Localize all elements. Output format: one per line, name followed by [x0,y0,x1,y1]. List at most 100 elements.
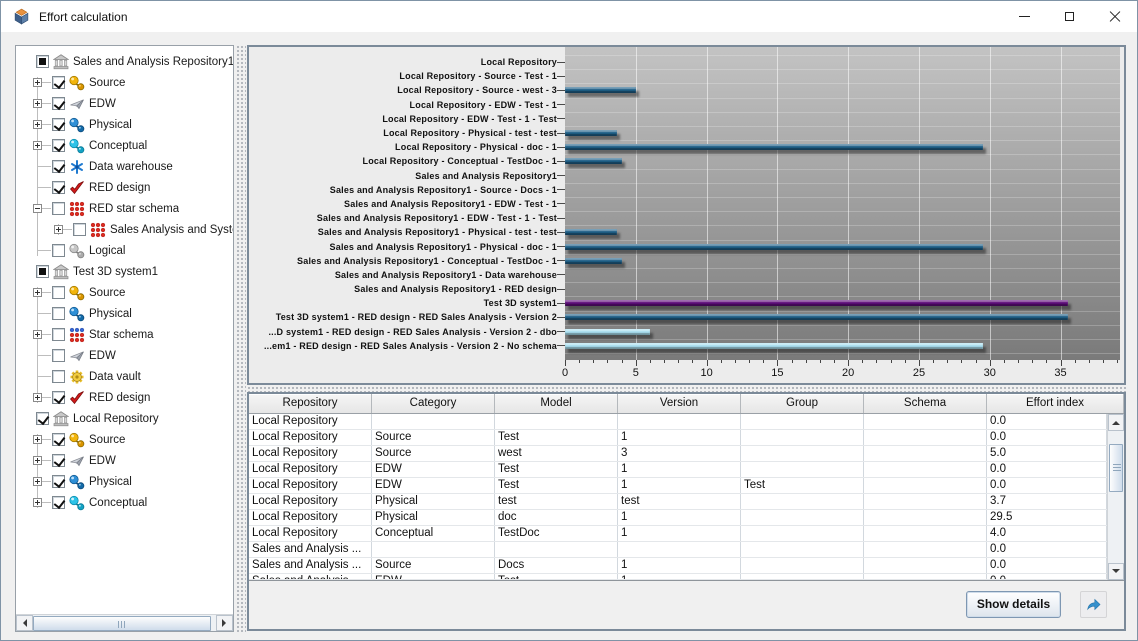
column-header-category[interactable]: Category [372,394,495,413]
column-header-repository[interactable]: Repository [249,394,372,413]
tree-checkbox[interactable] [52,160,65,173]
expand-icon[interactable] [33,456,42,465]
tree-item[interactable]: EDW [16,450,233,471]
scrollbar-thumb[interactable] [33,616,211,631]
tree-checkbox[interactable] [36,265,49,278]
tree-checkbox[interactable] [36,55,49,68]
tree-item[interactable]: EDW [16,345,233,366]
close-button[interactable] [1092,1,1137,32]
column-header-effort-index[interactable]: Effort index [987,394,1124,413]
x-axis-tick-label: 15 [771,367,784,379]
tree-checkbox[interactable] [52,181,65,194]
tree-item[interactable]: EDW [16,93,233,114]
horizontal-splitter[interactable] [247,386,1126,392]
tree-checkbox[interactable] [52,76,65,89]
tree-checkbox[interactable] [52,97,65,110]
tree-item[interactable]: Source [16,72,233,93]
table-row[interactable]: Local Repository Physical doc 1 29.5 [249,510,1107,526]
expand-icon[interactable] [54,225,63,234]
tree-checkbox[interactable] [52,391,65,404]
tree-checkbox[interactable] [52,433,65,446]
expand-icon[interactable] [33,393,42,402]
table-row[interactable]: Sales and Analysis ... 0.0 [249,542,1107,558]
row-separator [565,111,1120,113]
red-design-icon [69,180,85,196]
expand-icon[interactable] [33,498,42,507]
table-row[interactable]: Local Repository EDW Test 1 Test 0.0 [249,478,1107,494]
tree-item[interactable]: Conceptual [16,492,233,513]
tree-checkbox[interactable] [52,349,65,362]
table-row[interactable]: Local Repository Physical test test 3.7 [249,494,1107,510]
tree-checkbox[interactable] [52,307,65,320]
expand-icon[interactable] [33,120,42,129]
chart-bar [565,229,618,236]
table-row[interactable]: Local Repository EDW Test 1 0.0 [249,462,1107,478]
export-button[interactable] [1080,591,1107,618]
tree-horizontal-scrollbar[interactable] [16,614,233,631]
chart-category-label: Test 3D system1 - RED design - RED Sales… [275,312,557,323]
tree-item[interactable]: RED star schema [16,198,233,219]
tree-item[interactable]: Sales Analysis and Syste [16,219,233,240]
tree-item[interactable]: Star schema [16,324,233,345]
show-details-button[interactable]: Show details [966,591,1061,618]
x-axis-tick [1032,360,1034,363]
table-vertical-scrollbar[interactable] [1107,414,1124,580]
table-row[interactable]: Local Repository 0.0 [249,414,1107,430]
plot-area [565,47,1120,360]
tree-checkbox[interactable] [52,475,65,488]
tree-checkbox[interactable] [52,139,65,152]
collapse-icon[interactable] [33,204,42,213]
tree-item[interactable]: Test 3D system1 [16,261,233,282]
tree-checkbox[interactable] [52,496,65,509]
tree-item[interactable]: Source [16,282,233,303]
column-header-schema[interactable]: Schema [864,394,987,413]
tree-checkbox[interactable] [52,202,65,215]
tree-item[interactable]: RED design [16,387,233,408]
tree-item[interactable]: Physical [16,471,233,492]
tree-item[interactable]: Source [16,429,233,450]
expand-icon[interactable] [33,330,42,339]
tree-item[interactable]: Data warehouse [16,156,233,177]
category-tick [557,146,565,148]
x-axis-tick [904,360,906,363]
tree-checkbox[interactable] [52,454,65,467]
tree-item[interactable]: Physical [16,303,233,324]
tree-checkbox[interactable] [73,223,86,236]
scroll-down-button[interactable] [1108,563,1124,580]
table-row[interactable]: Local Repository Conceptual TestDoc 1 4.0 [249,526,1107,542]
column-header-version[interactable]: Version [618,394,741,413]
column-header-group[interactable]: Group [741,394,864,413]
tree-checkbox[interactable] [52,244,65,257]
minimize-button[interactable] [1002,1,1047,32]
tree-item[interactable]: Local Repository [16,408,233,429]
tree-item[interactable]: Data vault [16,366,233,387]
scroll-left-button[interactable] [16,615,33,631]
table-row[interactable]: Local Repository Source Test 1 0.0 [249,430,1107,446]
scroll-up-button[interactable] [1108,414,1124,431]
expand-icon[interactable] [33,141,42,150]
expand-icon[interactable] [33,99,42,108]
table-row[interactable]: Local Repository Source west 3 5.0 [249,446,1107,462]
expand-icon[interactable] [33,288,42,297]
expand-icon[interactable] [33,78,42,87]
tree-item[interactable]: RED design [16,177,233,198]
vertical-splitter[interactable] [236,45,246,632]
chart-bar [565,314,1068,321]
column-header-model[interactable]: Model [495,394,618,413]
tree-checkbox[interactable] [52,328,65,341]
maximize-button[interactable] [1047,1,1092,32]
tree-item[interactable]: Conceptual [16,135,233,156]
table-row[interactable]: Sales and Analysis ... Source Docs 1 0.0 [249,558,1107,574]
expand-icon[interactable] [33,435,42,444]
tree-item[interactable]: Sales and Analysis Repository1 [16,51,233,72]
tree-item[interactable]: Physical [16,114,233,135]
tree-checkbox[interactable] [52,286,65,299]
expand-icon[interactable] [33,477,42,486]
tree-checkbox[interactable] [52,118,65,131]
tree-checkbox[interactable] [36,412,49,425]
scrollbar-thumb[interactable] [1109,444,1123,492]
scroll-right-button[interactable] [216,615,233,631]
tree-item[interactable]: Logical [16,240,233,261]
tree-checkbox[interactable] [52,370,65,383]
